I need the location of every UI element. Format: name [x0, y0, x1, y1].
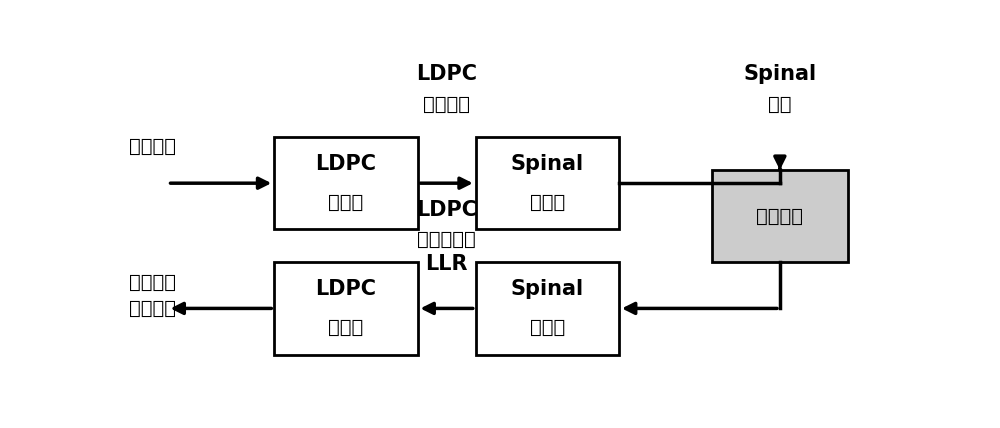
Text: 信源比特: 信源比特 [129, 299, 176, 318]
Text: LDPC: LDPC [416, 199, 477, 220]
Text: LDPC: LDPC [315, 154, 376, 174]
Text: 译码后的: 译码后的 [129, 273, 176, 291]
Text: 中间比特: 中间比特 [423, 95, 470, 113]
Text: 译码器: 译码器 [530, 318, 565, 337]
Text: 无线信道: 无线信道 [756, 207, 803, 226]
Bar [712, 170, 848, 262]
Text: 译码器: 译码器 [328, 318, 364, 337]
Bar [476, 137, 619, 229]
Text: 码字: 码字 [768, 95, 792, 113]
Text: 信源比特: 信源比特 [129, 137, 176, 156]
Bar [274, 262, 418, 354]
Bar [476, 262, 619, 354]
Text: LDPC: LDPC [416, 65, 477, 84]
Text: Spinal: Spinal [743, 65, 816, 84]
Text: 编码器: 编码器 [530, 193, 565, 212]
Text: 编码器: 编码器 [328, 193, 364, 212]
Text: Spinal: Spinal [511, 154, 584, 174]
Text: LLR: LLR [425, 254, 468, 274]
Text: 中间比特的: 中间比特的 [417, 230, 476, 249]
Bar [274, 137, 418, 229]
Text: Spinal: Spinal [511, 279, 584, 299]
Text: LDPC: LDPC [315, 279, 376, 299]
